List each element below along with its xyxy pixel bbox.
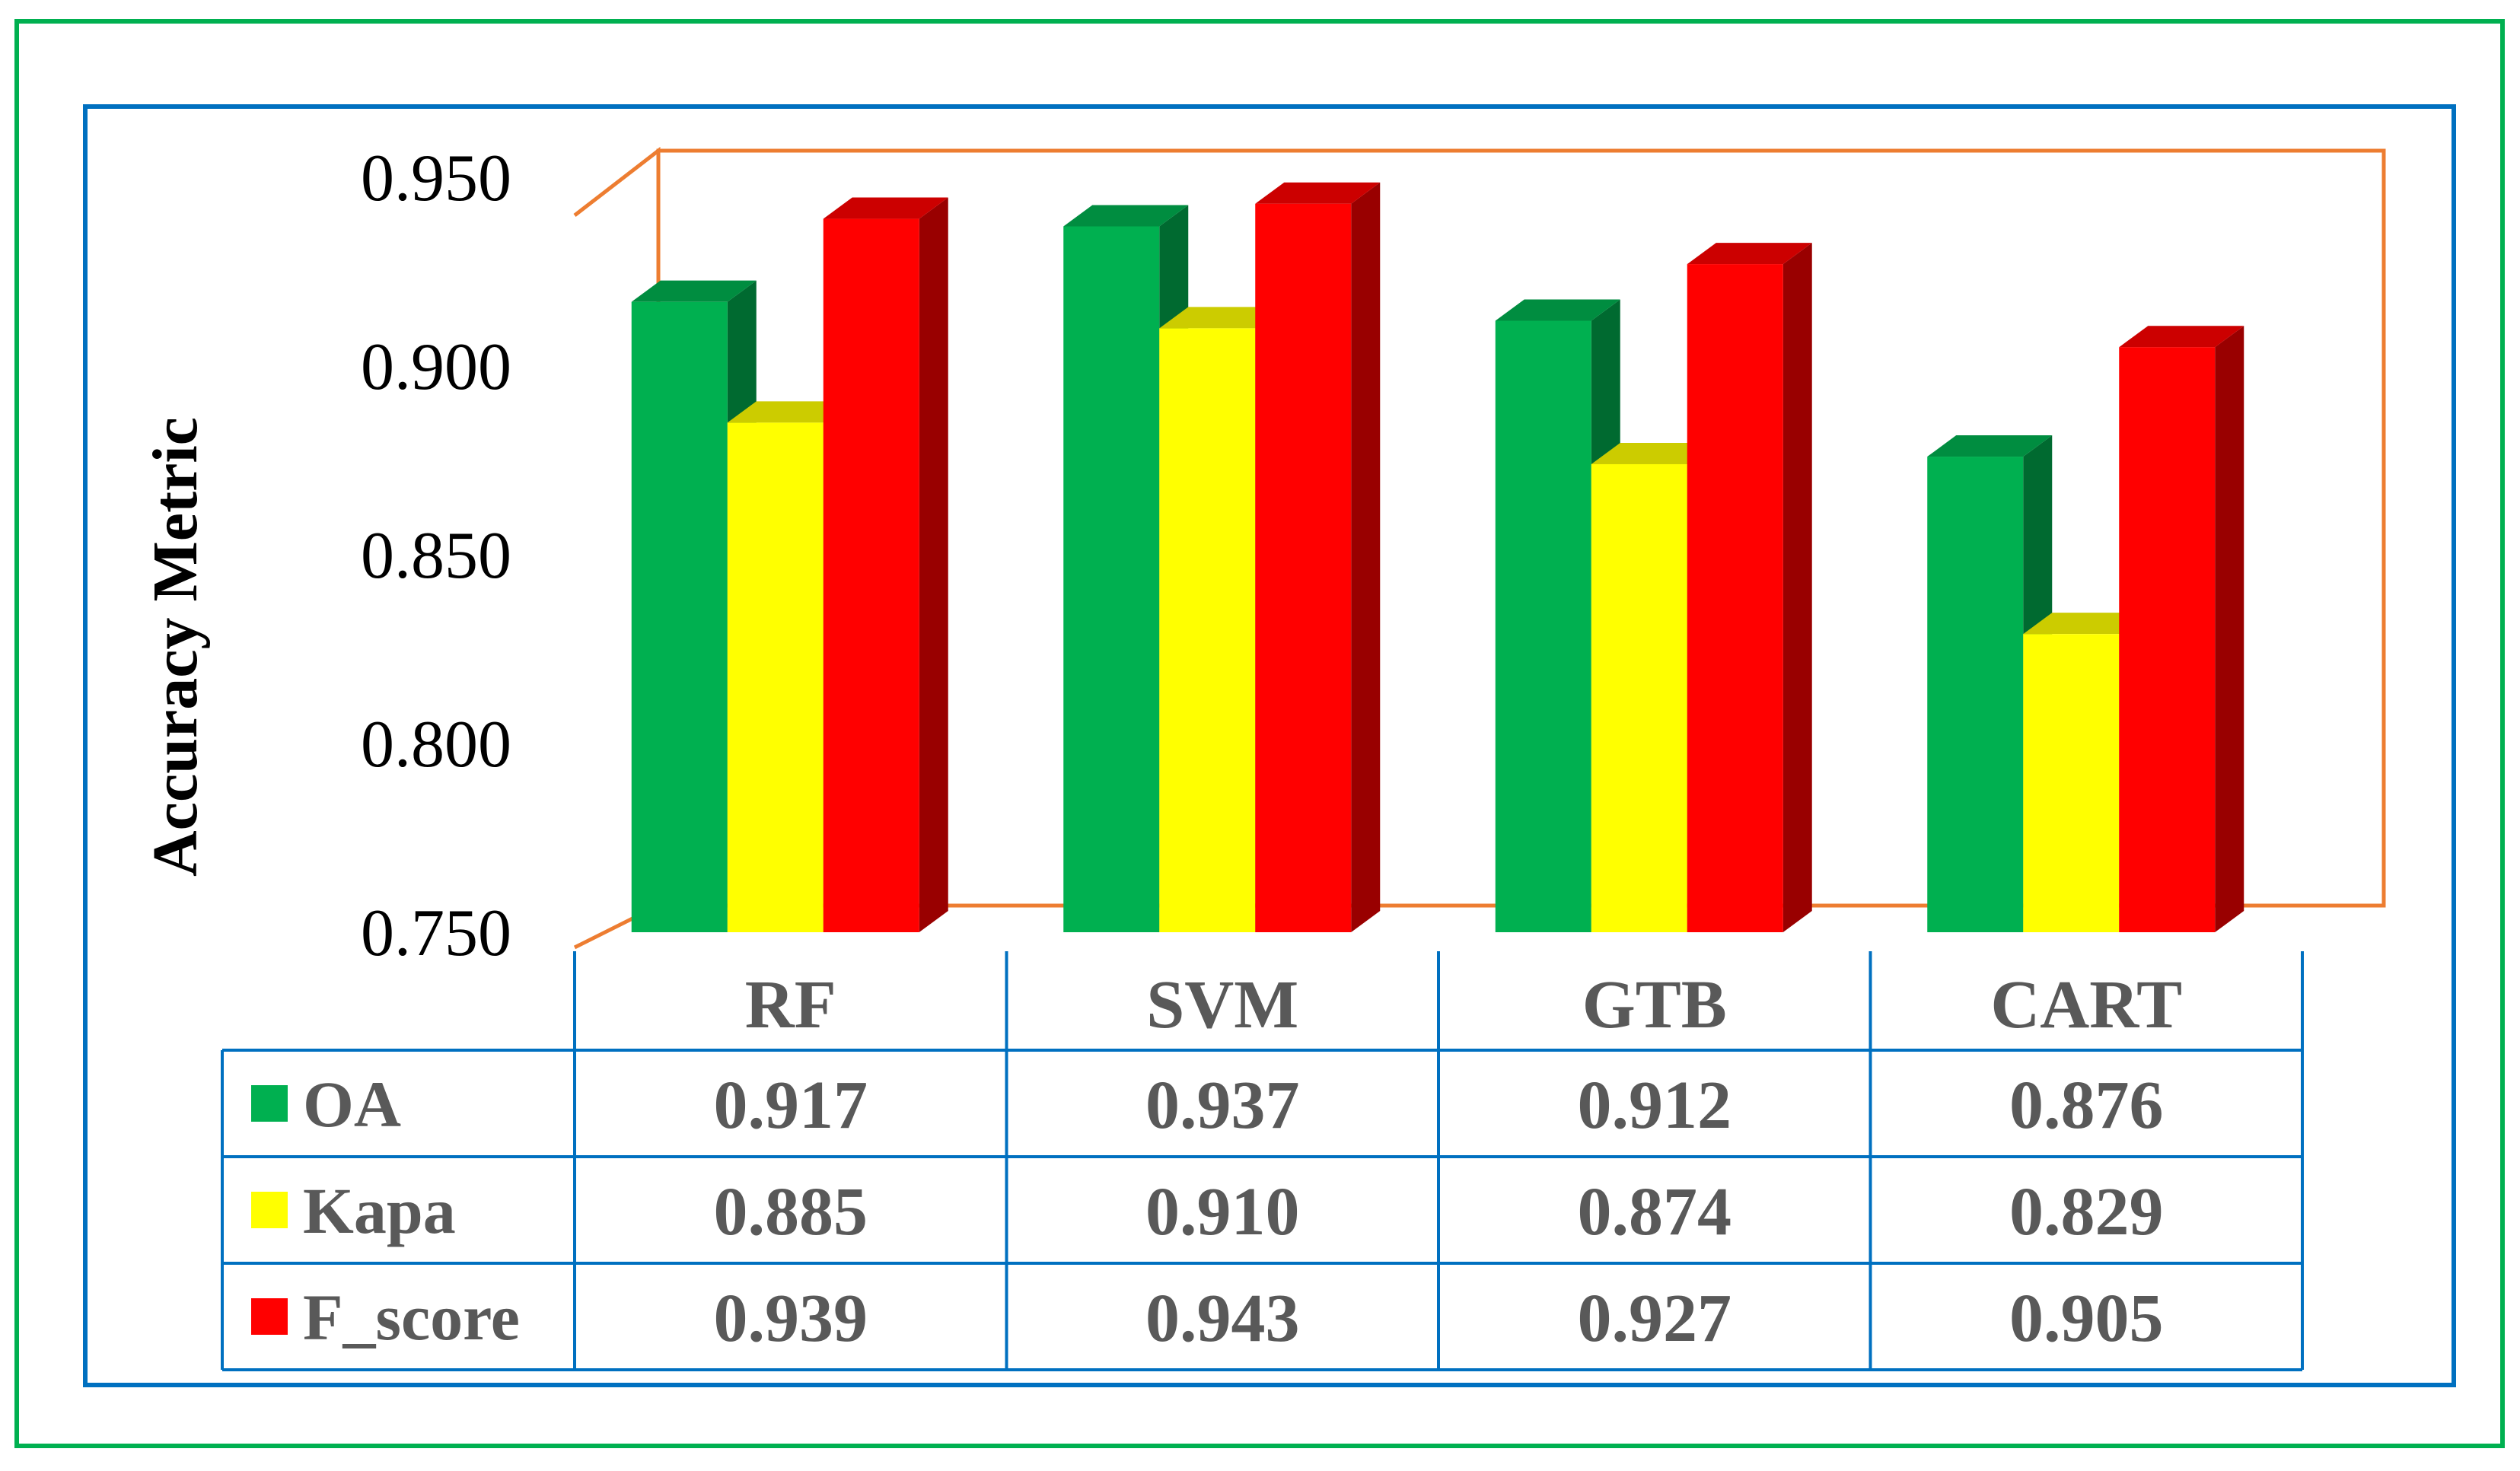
bar-front — [1591, 463, 1687, 932]
legend-swatch-f_score — [251, 1298, 288, 1335]
bar-top — [1591, 442, 1716, 464]
bar-front — [727, 422, 824, 932]
data-value-label: 0.937 — [1145, 1068, 1300, 1143]
data-value-label: 0.876 — [2009, 1068, 2164, 1143]
category-label: CART — [1990, 967, 2182, 1043]
bar-top — [1159, 307, 1285, 329]
category-label: GTB — [1582, 967, 1727, 1043]
legend-label: OA — [303, 1068, 401, 1141]
bar-front — [823, 218, 919, 932]
data-value-label: 0.905 — [2009, 1281, 2164, 1356]
y-tick-label: 0.800 — [361, 708, 511, 782]
bar-f_score-cart — [2119, 326, 2244, 932]
bar-front — [1159, 328, 1256, 932]
data-value-label: 0.927 — [1578, 1281, 1732, 1356]
data-value-label: 0.874 — [1578, 1174, 1732, 1250]
bar-front — [1495, 320, 1591, 933]
data-value-label: 0.910 — [1145, 1174, 1300, 1250]
bar-side — [2215, 326, 2244, 932]
category-label: SVM — [1146, 967, 1298, 1043]
data-value-label: 0.912 — [1578, 1068, 1732, 1143]
legend-swatch-oa — [251, 1085, 288, 1122]
legend-swatch-kapa — [251, 1192, 288, 1228]
bar-top — [631, 280, 757, 302]
bar-front — [2119, 347, 2216, 932]
bar-front — [1927, 457, 2024, 932]
bar-f_score-gtb — [1687, 243, 1812, 933]
data-value-label: 0.939 — [714, 1281, 868, 1356]
bar-top — [1687, 243, 1812, 265]
bar-f_score-rf — [823, 197, 948, 932]
bar-side — [1351, 182, 1381, 933]
bar-top — [1927, 435, 2053, 457]
bar-top — [823, 197, 948, 219]
bar-top — [1255, 182, 1381, 204]
data-value-label: 0.885 — [714, 1174, 868, 1250]
bar-top — [1495, 299, 1620, 321]
y-tick-label: 0.850 — [361, 519, 511, 593]
bar-top — [2119, 326, 2244, 348]
bar-side — [1782, 243, 1812, 933]
bar-front — [1687, 264, 1783, 933]
legend-label: Kapa — [303, 1174, 456, 1247]
outer-frame — [14, 19, 2505, 1448]
legend-label: F_score — [303, 1281, 520, 1354]
data-value-label: 0.829 — [2009, 1174, 2164, 1250]
y-axis-label: Accuracy Metric — [140, 417, 211, 877]
data-value-label: 0.943 — [1145, 1281, 1300, 1356]
category-label: RF — [745, 967, 836, 1043]
bar-front — [2023, 634, 2120, 932]
y-tick-label: 0.950 — [361, 142, 511, 215]
data-table: RF SVM GTB CART OA 0.917 0.937 0.912 0.876 Kapa 0.… — [221, 951, 2304, 1371]
bars — [631, 182, 2244, 933]
inner-frame — [83, 104, 2456, 1387]
bar-f_score-svm — [1255, 182, 1381, 933]
y-tick-label: 0.900 — [361, 330, 511, 404]
bar-top — [727, 401, 852, 423]
bar-side — [919, 197, 948, 932]
data-value-label: 0.917 — [714, 1068, 868, 1143]
bar-front — [1063, 226, 1160, 933]
bar-front — [631, 301, 728, 932]
bar-front — [1255, 203, 1352, 933]
bar-top — [1063, 205, 1189, 227]
bar-top — [2023, 613, 2149, 635]
y-axis-ticks: 0.750 0.800 0.850 0.900 0.950 — [361, 142, 511, 970]
y-tick-label: 0.750 — [361, 896, 511, 970]
